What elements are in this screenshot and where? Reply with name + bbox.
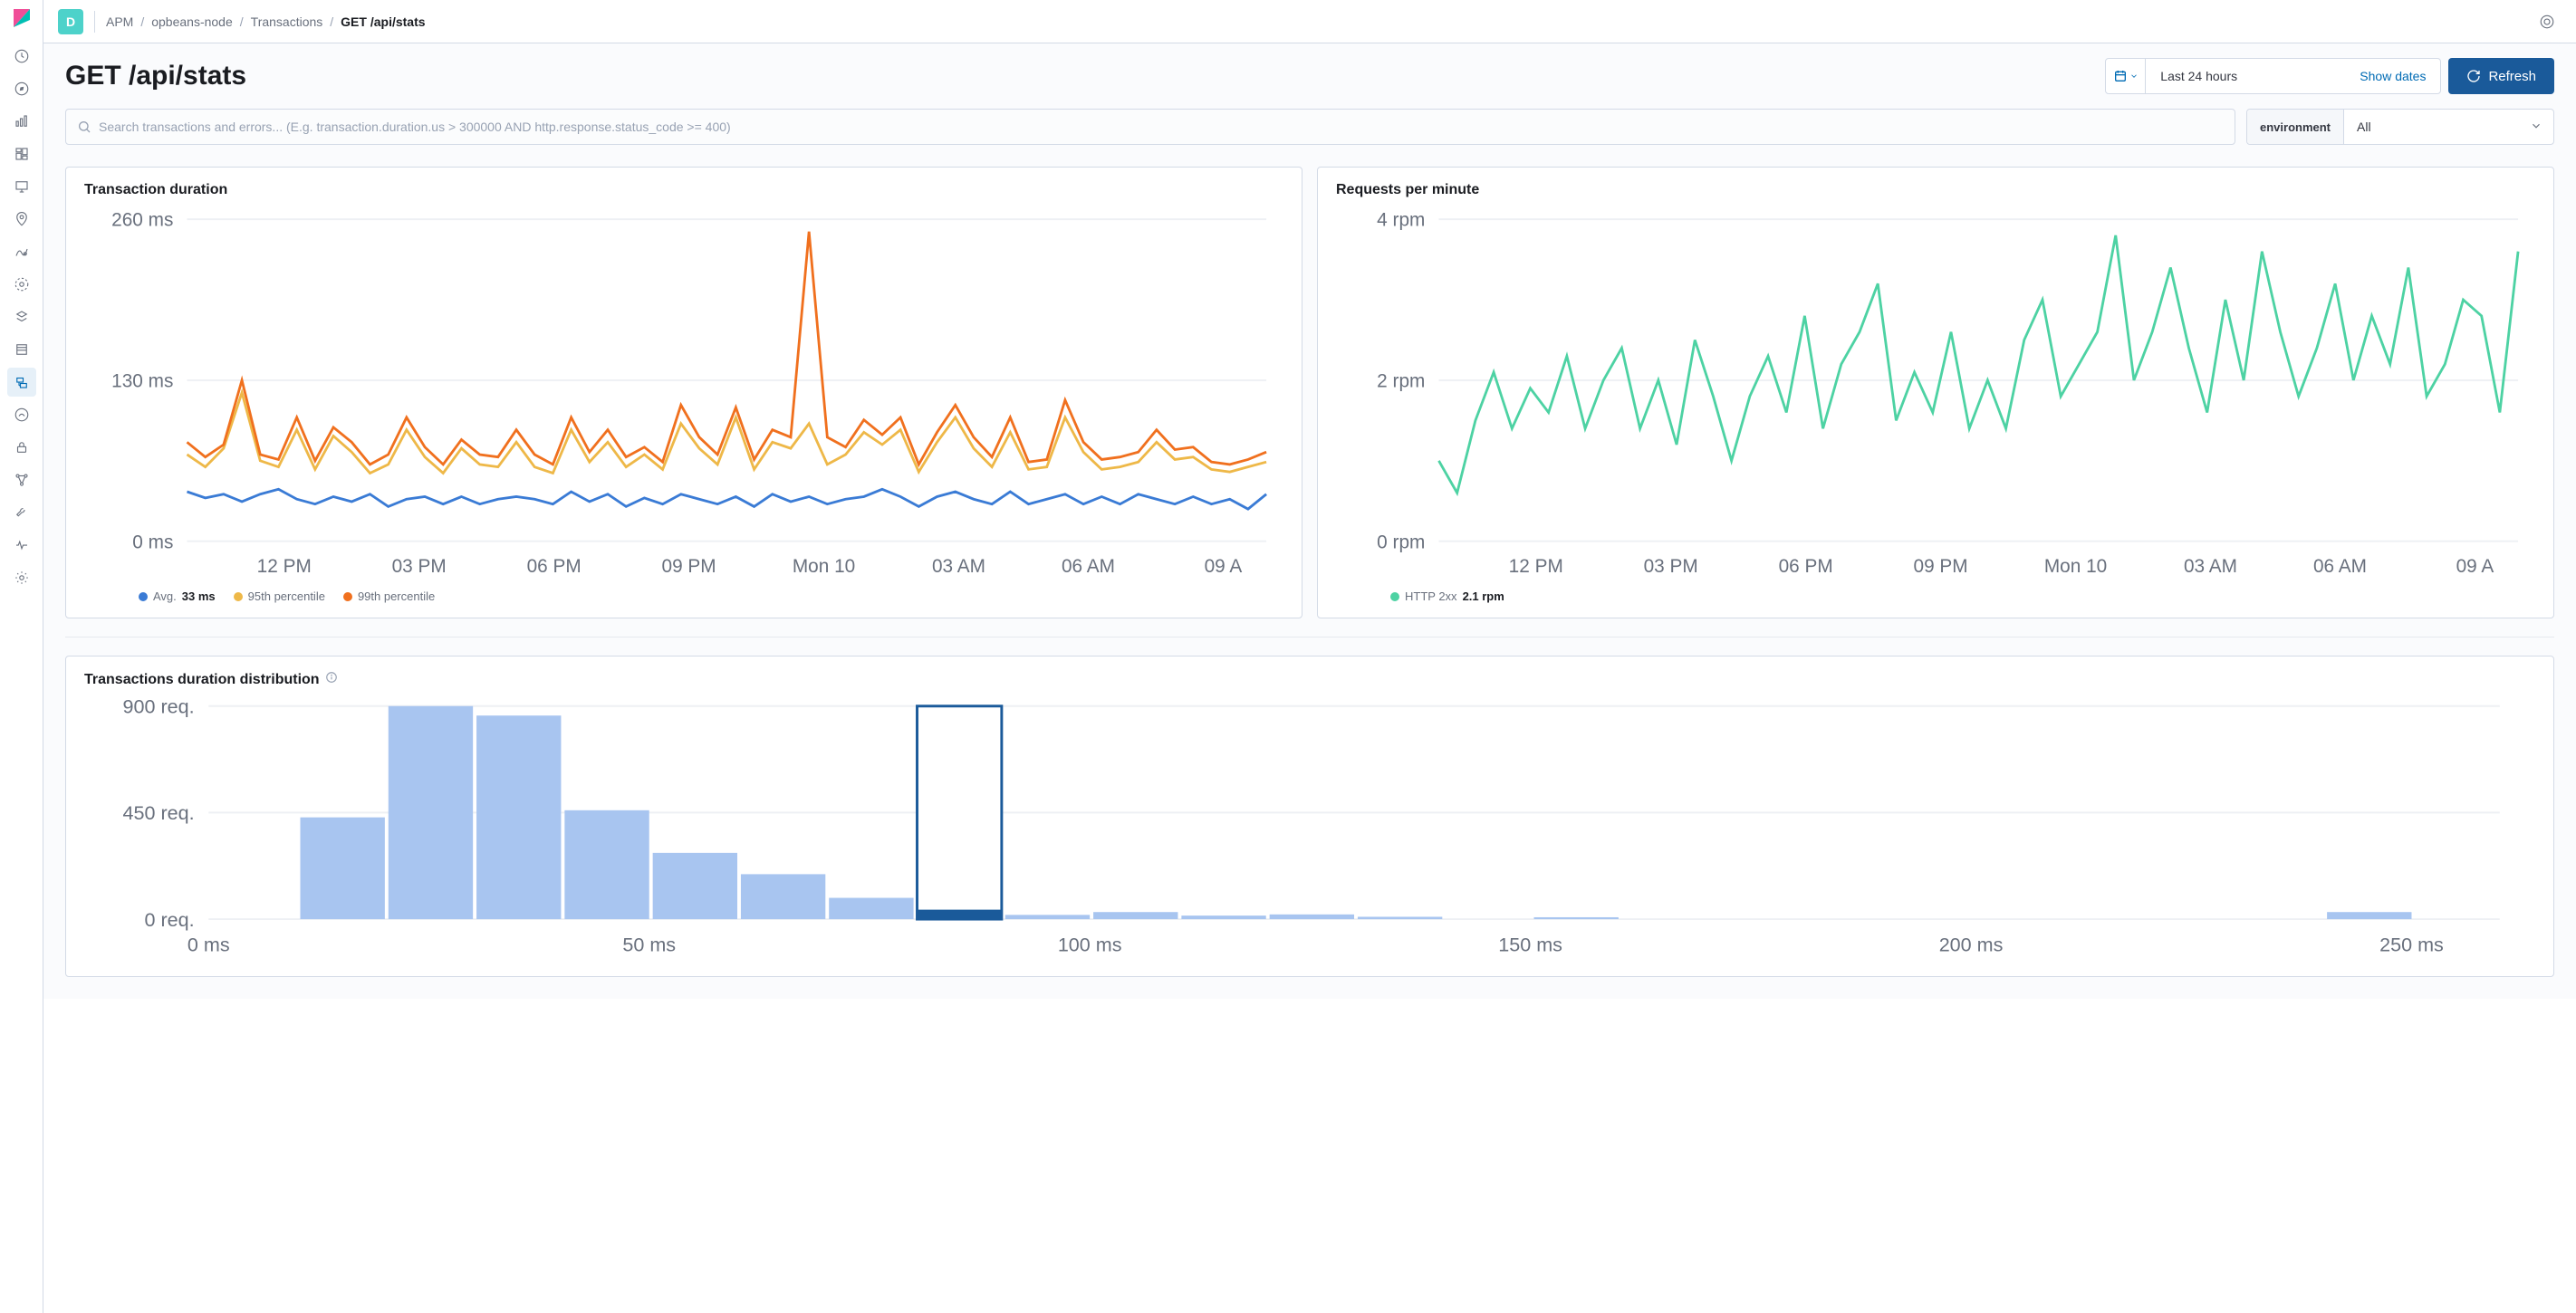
breadcrumb-current: GET /api/stats xyxy=(341,14,425,29)
date-range-label: Last 24 hours xyxy=(2146,69,2345,83)
svg-text:09 PM: 09 PM xyxy=(1914,556,1968,577)
rpm-chart[interactable]: 0 rpm 2 rpm 4 rpm 12 PM 03 PM 06 PM 09 PM Mon 1… xyxy=(1336,206,2535,582)
svg-text:09 A: 09 A xyxy=(2456,556,2494,577)
nav-discover-icon[interactable] xyxy=(7,74,36,103)
search-icon xyxy=(77,120,91,134)
rpm-chart-title: Requests per minute xyxy=(1336,182,2535,198)
svg-text:Mon 10: Mon 10 xyxy=(2044,556,2107,577)
svg-text:Mon 10: Mon 10 xyxy=(793,556,855,577)
breadcrumb-apm[interactable]: APM xyxy=(106,14,133,29)
transaction-duration-panel: Transaction duration 0 ms 130 ms 260 ms 12 … xyxy=(65,167,1302,618)
nav-ml-icon[interactable] xyxy=(7,237,36,266)
nav-canvas-icon[interactable] xyxy=(7,172,36,201)
svg-text:130 ms: 130 ms xyxy=(111,370,173,391)
nav-security-icon[interactable] xyxy=(7,433,36,462)
environment-label: environment xyxy=(2247,110,2344,144)
nav-logs-icon[interactable] xyxy=(7,302,36,331)
svg-text:100 ms: 100 ms xyxy=(1058,933,1122,955)
svg-text:250 ms: 250 ms xyxy=(2379,933,2444,955)
svg-text:06 PM: 06 PM xyxy=(1779,556,1833,577)
svg-text:03 AM: 03 AM xyxy=(2184,556,2237,577)
svg-text:0 ms: 0 ms xyxy=(187,933,230,955)
svg-text:260 ms: 260 ms xyxy=(111,210,173,231)
rpm-panel: Requests per minute 0 rpm 2 rpm 4 rpm 12 PM… xyxy=(1317,167,2554,618)
svg-text:2 rpm: 2 rpm xyxy=(1377,370,1425,391)
search-input[interactable] xyxy=(99,120,2224,134)
duration-legend: Avg.33 ms95th percentile99th percentile xyxy=(84,589,1283,603)
info-icon[interactable] xyxy=(325,671,338,688)
duration-chart-title: Transaction duration xyxy=(84,182,1283,198)
search-box[interactable] xyxy=(65,109,2235,145)
svg-text:03 PM: 03 PM xyxy=(1644,556,1698,577)
svg-text:06 PM: 06 PM xyxy=(527,556,582,577)
nav-visualize-icon[interactable] xyxy=(7,107,36,136)
environment-value: All xyxy=(2344,120,2519,134)
nav-siem-icon[interactable] xyxy=(7,400,36,429)
refresh-label: Refresh xyxy=(2488,69,2536,84)
nav-monitoring-icon[interactable] xyxy=(7,531,36,560)
page-title: GET /api/stats xyxy=(65,61,246,91)
breadcrumb-transactions[interactable]: Transactions xyxy=(251,14,323,29)
histogram-chart[interactable]: 0 req. 450 req. 900 req. 0 ms 50 ms 100 ms 150… xyxy=(84,695,2535,962)
left-rail xyxy=(0,0,43,1313)
svg-text:200 ms: 200 ms xyxy=(1939,933,2004,955)
refresh-button[interactable]: Refresh xyxy=(2448,58,2554,94)
histogram-panel: Transactions duration distribution 0 req… xyxy=(65,656,2554,977)
nav-graph-icon[interactable] xyxy=(7,465,36,494)
svg-text:03 AM: 03 AM xyxy=(932,556,985,577)
chevron-down-icon xyxy=(2519,120,2553,135)
topbar: D APM/ opbeans-node/ Transactions/ GET /… xyxy=(43,0,2576,43)
settings-icon[interactable] xyxy=(2533,7,2562,36)
svg-text:09 PM: 09 PM xyxy=(662,556,716,577)
svg-text:06 AM: 06 AM xyxy=(1062,556,1115,577)
svg-text:0 ms: 0 ms xyxy=(132,532,173,552)
kibana-logo[interactable] xyxy=(11,7,33,29)
svg-text:0 req.: 0 req. xyxy=(144,908,194,931)
histogram-title: Transactions duration distribution xyxy=(84,672,320,688)
nav-recent-icon[interactable] xyxy=(7,42,36,71)
svg-text:450 req.: 450 req. xyxy=(123,801,195,824)
nav-devtools-icon[interactable] xyxy=(7,498,36,527)
environment-select[interactable]: environment All xyxy=(2246,109,2554,145)
date-picker[interactable]: Last 24 hours Show dates xyxy=(2105,58,2441,94)
svg-text:03 PM: 03 PM xyxy=(392,556,447,577)
svg-text:4 rpm: 4 rpm xyxy=(1377,210,1425,231)
space-badge[interactable]: D xyxy=(58,9,83,34)
svg-text:06 AM: 06 AM xyxy=(2313,556,2367,577)
nav-metrics-icon[interactable] xyxy=(7,270,36,299)
svg-text:12 PM: 12 PM xyxy=(257,556,312,577)
show-dates-link[interactable]: Show dates xyxy=(2345,69,2440,83)
calendar-icon[interactable] xyxy=(2106,59,2146,93)
svg-text:12 PM: 12 PM xyxy=(1509,556,1563,577)
svg-text:09 A: 09 A xyxy=(1205,556,1243,577)
nav-management-icon[interactable] xyxy=(7,563,36,592)
nav-uptime-icon[interactable] xyxy=(7,368,36,397)
svg-text:150 ms: 150 ms xyxy=(1498,933,1562,955)
nav-apm-icon[interactable] xyxy=(7,335,36,364)
nav-dashboard-icon[interactable] xyxy=(7,139,36,168)
svg-text:900 req.: 900 req. xyxy=(123,695,195,718)
breadcrumb: APM/ opbeans-node/ Transactions/ GET /ap… xyxy=(106,14,426,29)
breadcrumb-service[interactable]: opbeans-node xyxy=(151,14,233,29)
rpm-legend: HTTP 2xx2.1 rpm xyxy=(1336,589,2535,603)
nav-maps-icon[interactable] xyxy=(7,205,36,234)
svg-text:50 ms: 50 ms xyxy=(622,933,676,955)
svg-text:0 rpm: 0 rpm xyxy=(1377,532,1425,552)
duration-chart[interactable]: 0 ms 130 ms 260 ms 12 PM 03 PM 06 PM 09 PM Mon … xyxy=(84,206,1283,582)
